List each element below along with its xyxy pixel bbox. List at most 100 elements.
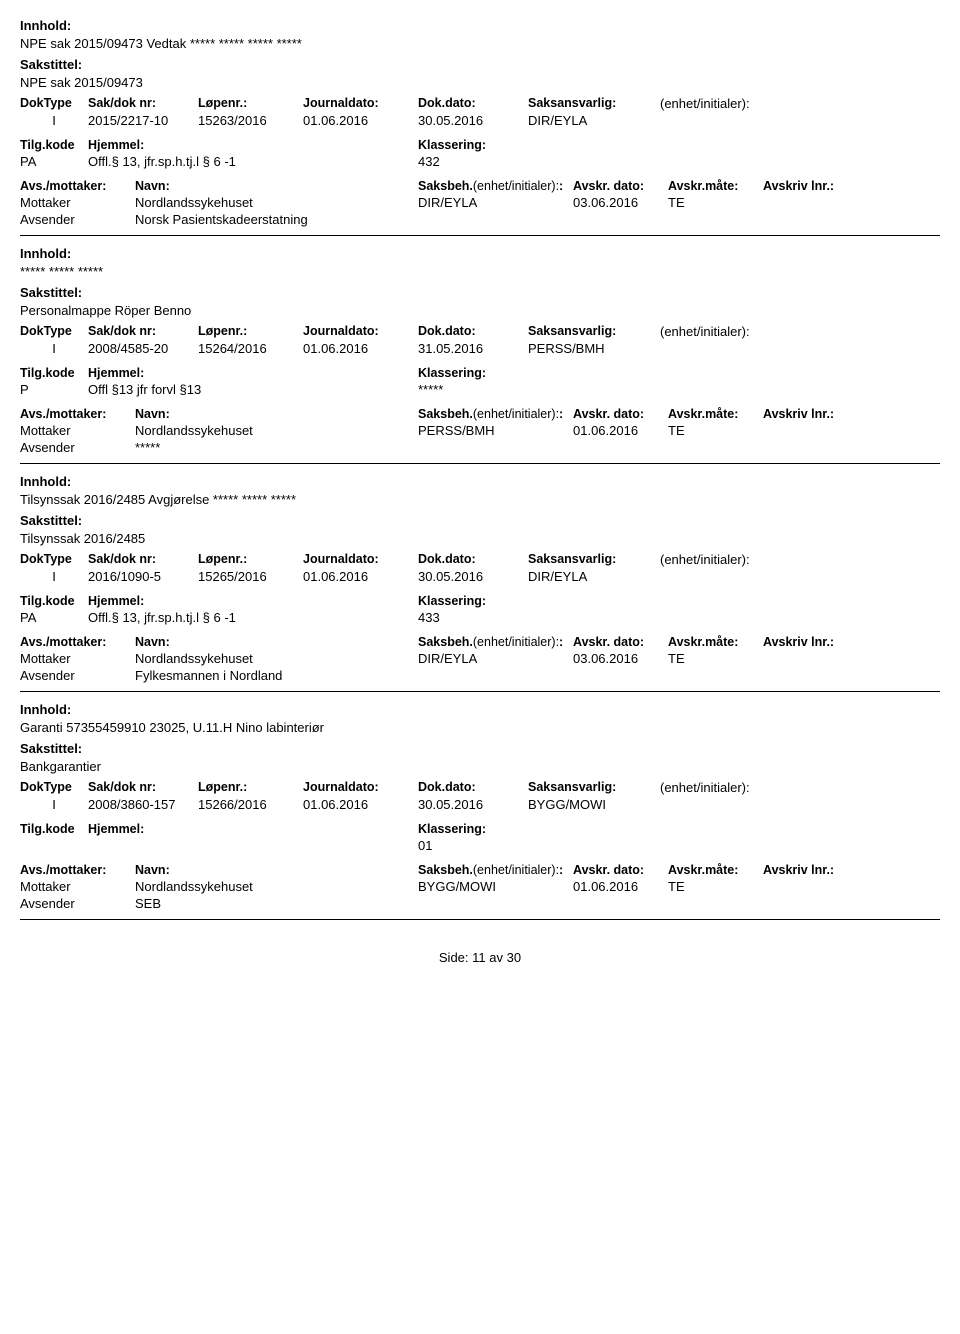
avskrmate-header: Avskr.måte: [668,863,763,877]
doktype-value: I [20,797,88,812]
avskrmate-value: TE [668,651,763,666]
dokdato-value: 31.05.2016 [418,341,528,356]
innhold-label: Innhold: [20,246,940,261]
innhold-value: Garanti 57355459910 23025, U.11.H Nino l… [20,720,940,735]
journaldato-value: 01.06.2016 [303,569,418,584]
navn-header: Navn: [135,179,418,193]
avskrdato-value: 03.06.2016 [573,651,668,666]
saksansvarlig-value: BYGG/MOWI [528,797,660,812]
avskrdato-header: Avskr. dato: [573,635,668,649]
saksbeh-header: Saksbeh.(enhet/initialer):: [418,635,573,649]
page-current: 11 [472,950,486,965]
sakstittel-value: Tilsynssak 2016/2485 [20,531,940,546]
hjemmel-header: Hjemmel: [88,138,418,152]
klassering-header: Klassering: [418,366,486,380]
journal-record: Innhold:***** ***** *****Sakstittel:Pers… [20,246,940,464]
doktype-value: I [20,569,88,584]
hjemmel-value [88,838,418,853]
avskrdato-header: Avskr. dato: [573,179,668,193]
saksansvarlig-header: Saksansvarlig: [528,324,660,339]
saksansvarlig-header: Saksansvarlig: [528,96,660,111]
tilgkode-value: PA [20,154,88,169]
avskrdato-header: Avskr. dato: [573,407,668,421]
journaldato-value: 01.06.2016 [303,797,418,812]
page-footer: Side: 11 av 30 [20,950,940,965]
saksansvarlig-value: PERSS/BMH [528,341,660,356]
avsmottaker-header: Avs./mottaker: [20,407,135,421]
sakdoknr-header: Sak/dok nr: [88,324,198,339]
avskrdato-value: 01.06.2016 [573,879,668,894]
journal-record: Innhold:NPE sak 2015/09473 Vedtak ***** … [20,18,940,236]
klassering-header: Klassering: [418,822,486,836]
avsmottaker-header: Avs./mottaker: [20,863,135,877]
saksansvarlig-header: Saksansvarlig: [528,780,660,795]
enhetinit-header: (enhet/initialer): [660,96,750,111]
enhetinit-header: (enhet/initialer): [660,552,750,567]
sakdoknr-header: Sak/dok nr: [88,780,198,795]
lopenr-value: 15264/2016 [198,341,303,356]
dokdato-value: 30.05.2016 [418,569,528,584]
mottaker-label: Mottaker [20,879,135,894]
hjemmel-header: Hjemmel: [88,822,418,836]
tilgkode-value [20,838,88,853]
avskrmate-header: Avskr.måte: [668,407,763,421]
journal-record: Innhold:Tilsynssak 2016/2485 Avgjørelse … [20,474,940,692]
doktype-header: DokType [20,552,88,567]
journaldato-header: Journaldato: [303,96,418,111]
enhetinit-header: (enhet/initialer): [660,780,750,795]
avskrmate-header: Avskr.måte: [668,635,763,649]
klassering-value: 01 [418,838,432,853]
avsmottaker-header: Avs./mottaker: [20,179,135,193]
saksbeh-value: PERSS/BMH [418,423,573,438]
journaldato-header: Journaldato: [303,780,418,795]
saksbeh-header: Saksbeh.(enhet/initialer):: [418,863,573,877]
sakdoknr-header: Sak/dok nr: [88,96,198,111]
hjemmel-header: Hjemmel: [88,366,418,380]
saksbeh-header: Saksbeh.(enhet/initialer):: [418,179,573,193]
avsender-navn: SEB [135,896,161,911]
dokdato-value: 30.05.2016 [418,797,528,812]
lopenr-header: Løpenr.: [198,552,303,567]
sakstittel-label: Sakstittel: [20,57,940,72]
klassering-value: ***** [418,382,443,397]
saksansvarlig-value: DIR/EYLA [528,569,660,584]
saksbeh-value: DIR/EYLA [418,195,573,210]
avsender-navn: Fylkesmannen i Nordland [135,668,282,683]
avsender-label: Avsender [20,896,135,911]
mottaker-label: Mottaker [20,651,135,666]
doktype-header: DokType [20,324,88,339]
klassering-value: 432 [418,154,440,169]
klassering-header: Klassering: [418,138,486,152]
sakdoknr-value: 2016/1090-5 [88,569,198,584]
navn-header: Navn: [135,635,418,649]
innhold-value: ***** ***** ***** [20,264,940,279]
avsmottaker-header: Avs./mottaker: [20,635,135,649]
saksbeh-value: DIR/EYLA [418,651,573,666]
avskrmate-header: Avskr.måte: [668,179,763,193]
avsender-navn: ***** [135,440,160,455]
saksansvarlig-header: Saksansvarlig: [528,552,660,567]
navn-header: Navn: [135,863,418,877]
tilgkode-header: Tilg.kode [20,366,88,380]
avsender-label: Avsender [20,668,135,683]
journaldato-value: 01.06.2016 [303,113,418,128]
page-total: 30 [507,950,521,965]
sakstittel-value: Bankgarantier [20,759,940,774]
record-separator [20,691,940,692]
record-separator [20,235,940,236]
avskrmate-value: TE [668,423,763,438]
hjemmel-header: Hjemmel: [88,594,418,608]
doktype-header: DokType [20,780,88,795]
innhold-label: Innhold: [20,702,940,717]
sakstittel-value: Personalmappe Röper Benno [20,303,940,318]
journaldato-header: Journaldato: [303,324,418,339]
avskrdato-value: 01.06.2016 [573,423,668,438]
navn-header: Navn: [135,407,418,421]
mottaker-navn: Nordlandssykehuset [135,651,418,666]
hjemmel-value: Offl.§ 13, jfr.sp.h.tj.l § 6 -1 [88,610,418,625]
av-label: av [489,950,503,965]
innhold-label: Innhold: [20,18,940,33]
mottaker-label: Mottaker [20,195,135,210]
doktype-value: I [20,341,88,356]
lopenr-value: 15263/2016 [198,113,303,128]
